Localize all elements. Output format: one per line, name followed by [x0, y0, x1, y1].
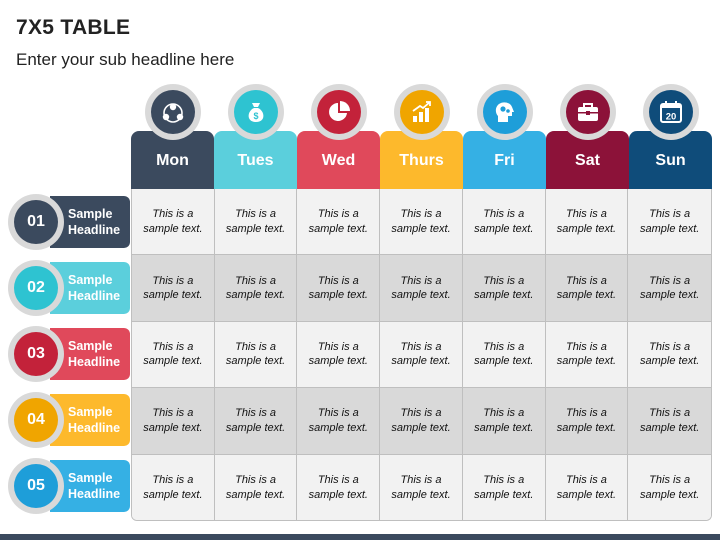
table-cell: This is a sample text.: [297, 189, 381, 256]
table-cell: This is a sample text.: [132, 255, 215, 322]
table-cell: This is a sample text.: [628, 189, 711, 256]
column-icon-badge: [477, 84, 533, 140]
column-header-thurs: Thurs: [380, 131, 463, 189]
pie-chart-icon: [317, 90, 361, 134]
column-icon-badge: [560, 84, 616, 140]
table-cell: This is a sample text.: [297, 321, 381, 389]
table-row: This is a sample text. This is a sample …: [132, 454, 711, 520]
table-row: This is a sample text. This is a sample …: [132, 255, 711, 322]
briefcase-icon: [566, 90, 610, 134]
column-icon-badge: $: [228, 84, 284, 140]
table-cell: This is a sample text.: [545, 454, 629, 520]
row-number-badge: 04: [8, 392, 64, 448]
brain-gears-icon: [483, 90, 527, 134]
table-cell: This is a sample text.: [297, 255, 381, 322]
calendar-day-text: 20: [666, 112, 677, 123]
table-body: This is a sample text. This is a sample …: [131, 189, 712, 521]
table-cell: This is a sample text.: [380, 388, 463, 455]
table-cell: This is a sample text.: [132, 189, 215, 256]
table-cell: This is a sample text.: [628, 255, 711, 322]
table-cell: This is a sample text.: [380, 255, 463, 322]
table-cell: This is a sample text.: [462, 454, 546, 520]
column-icon-badge: [311, 84, 367, 140]
table-cell: This is a sample text.: [297, 454, 381, 520]
table-cell: This is a sample text.: [214, 388, 298, 455]
row-number-badge: 05: [8, 458, 64, 514]
table-cell: This is a sample text.: [545, 321, 629, 389]
table-cell: This is a sample text.: [545, 388, 629, 455]
row-number-05: 05: [14, 464, 58, 508]
column-header-fri: Fri: [463, 131, 546, 189]
table-cell: This is a sample text.: [132, 454, 215, 520]
table-cell: This is a sample text.: [462, 388, 546, 455]
page-subtitle: Enter your sub headline here: [16, 50, 235, 69]
table-cell: This is a sample text.: [545, 189, 629, 256]
column-icon-badge: [145, 84, 201, 140]
table-cell: This is a sample text.: [132, 321, 215, 389]
table-cell: This is a sample text.: [628, 321, 711, 389]
table-cell: This is a sample text.: [380, 454, 463, 520]
table-cell: This is a sample text.: [214, 454, 298, 520]
column-header-sun: Sun: [629, 131, 712, 189]
table-cell: This is a sample text.: [462, 321, 546, 389]
row-number-04: 04: [14, 398, 58, 442]
table-cell: This is a sample text.: [380, 189, 463, 256]
people-network-icon: [151, 90, 195, 134]
calendar-icon: 20: [649, 90, 693, 134]
table-cell: This is a sample text.: [628, 388, 711, 455]
table-row: This is a sample text. This is a sample …: [132, 321, 711, 389]
column-icon-badge: [394, 84, 450, 140]
table-cell: This is a sample text.: [462, 255, 546, 322]
row-number-03: 03: [14, 332, 58, 376]
table-cell: This is a sample text.: [214, 189, 298, 256]
footer-bar: [0, 534, 720, 540]
row-number-badge: 03: [8, 326, 64, 382]
money-bag-icon: $: [234, 90, 278, 134]
page-title: 7X5 TABLE: [16, 16, 131, 39]
table-cell: This is a sample text.: [628, 454, 711, 520]
table-cell: This is a sample text.: [214, 321, 298, 389]
table-cell: This is a sample text.: [462, 189, 546, 256]
svg-text:$: $: [253, 111, 258, 121]
table-cell: This is a sample text.: [380, 321, 463, 389]
growth-chart-icon: [400, 90, 444, 134]
column-icon-badge: 20: [643, 84, 699, 140]
row-number-badge: 01: [8, 194, 64, 250]
column-header-sat: Sat: [546, 131, 629, 189]
column-header-tues: Tues: [214, 131, 297, 189]
table-cell: This is a sample text.: [132, 388, 215, 455]
table-cell: This is a sample text.: [545, 255, 629, 322]
row-number-badge: 02: [8, 260, 64, 316]
table-cell: This is a sample text.: [214, 255, 298, 322]
table-row: This is a sample text. This is a sample …: [132, 388, 711, 455]
row-number-02: 02: [14, 266, 58, 310]
row-number-01: 01: [14, 200, 58, 244]
table-row: This is a sample text. This is a sample …: [132, 189, 711, 256]
column-header-wed: Wed: [297, 131, 380, 189]
column-header-mon: Mon: [131, 131, 214, 189]
table-cell: This is a sample text.: [297, 388, 381, 455]
